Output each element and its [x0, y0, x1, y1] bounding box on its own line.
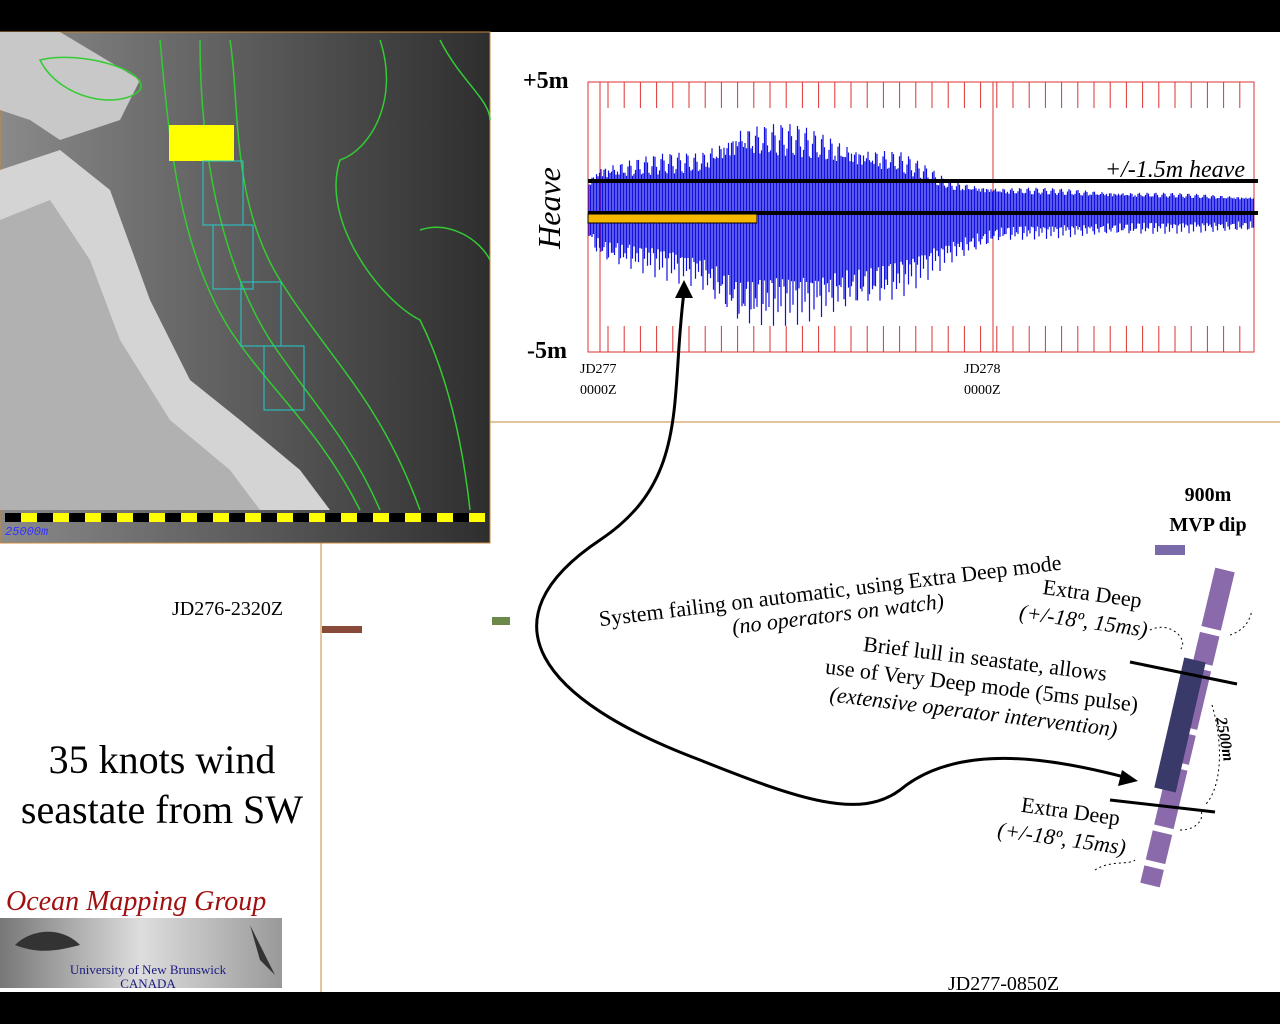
arrow [535, 291, 1129, 806]
mvp-label: MVP dip [1169, 514, 1246, 536]
annotation: Brief lull in seastate, allows use of Ve… [824, 631, 1140, 741]
boundary-line [1109, 798, 1216, 814]
time-label: JD276-2320Z [172, 598, 283, 620]
scale-segment [437, 513, 453, 522]
scale-segment [21, 513, 37, 522]
scale-segment [261, 513, 277, 522]
scale-segment [277, 513, 293, 522]
mvp-label: 900m [1185, 484, 1232, 506]
scale-label: 25000m [5, 525, 48, 539]
logo-shape [250, 925, 275, 975]
contour [38, 56, 142, 101]
scale-segment [37, 513, 53, 522]
boundary-line [1129, 660, 1238, 686]
dotted-outline [1094, 609, 1253, 871]
scale-segment [197, 513, 213, 522]
survey-box [240, 281, 282, 347]
period-bar [587, 213, 758, 224]
y-max-label: +5m [523, 68, 569, 94]
scale-segment [85, 513, 101, 522]
scale-segment [389, 513, 405, 522]
swath-strip [1155, 545, 1185, 555]
scale-segment [453, 513, 469, 522]
scale-segment [213, 513, 229, 522]
logo-text: University of New Brunswick [70, 962, 227, 977]
scale-segment [341, 513, 357, 522]
scale-segment [165, 513, 181, 522]
wind-label: seastate from SW [21, 787, 303, 832]
survey-box [263, 345, 305, 411]
scale-bar [5, 513, 485, 522]
land [0, 32, 140, 140]
scale-segment [309, 513, 325, 522]
x-tick-label: 0000Z [580, 383, 617, 398]
survey-box [212, 224, 254, 290]
logo-image [0, 918, 282, 988]
scale-segment [69, 513, 85, 522]
annotation: System failing on automatic, using Extra… [597, 550, 1062, 639]
scale-segment [293, 513, 309, 522]
scale-segment [357, 513, 373, 522]
threshold-label: +/-1.5m heave [1105, 157, 1245, 183]
swath-strip [1154, 657, 1206, 793]
scale-segment [53, 513, 69, 522]
logo-text: CANADA [120, 976, 176, 991]
scale-segment [5, 513, 21, 522]
x-tick-label: JD277 [580, 362, 617, 377]
tick-marks [607, 82, 1241, 352]
contour [419, 39, 491, 261]
map: 25000m [0, 31, 491, 544]
logo-title: Ocean Mapping Group [6, 886, 266, 917]
scale-segment [117, 513, 133, 522]
scale-segment [245, 513, 261, 522]
scale-segment [229, 513, 245, 522]
scale-segment [373, 513, 389, 522]
relief [0, 200, 260, 510]
distance-label: 2500m [1212, 715, 1237, 763]
scale-segment [133, 513, 149, 522]
annotation: Extra Deep (+/-18º, 15ms) [1018, 574, 1149, 642]
y-axis-label: Heave [531, 167, 567, 250]
top-bar [0, 0, 1280, 32]
arrow-head [1118, 770, 1138, 786]
survey-box [169, 125, 234, 161]
logo-shape [15, 931, 80, 951]
scale-segment [181, 513, 197, 522]
scale-segment [469, 513, 485, 522]
track-segment [322, 626, 362, 633]
y-min-label: -5m [527, 338, 567, 364]
x-tick-label: JD278 [964, 362, 1001, 377]
bottom-bar [0, 992, 1280, 1024]
arrow-head [675, 280, 693, 298]
scale-segment [405, 513, 421, 522]
x-tick-label: 0000Z [964, 383, 1001, 398]
track-segment [492, 617, 510, 625]
contour [229, 39, 421, 511]
scale-segment [101, 513, 117, 522]
wind-label: 35 knots wind [49, 737, 276, 782]
scale-segment [325, 513, 341, 522]
scale-segment [149, 513, 165, 522]
time-label: JD277-0850Z [948, 973, 1059, 995]
contour [335, 39, 471, 511]
heave-plot: +5m -5m Heave +/-1.5m heave JD277 0000Z … [523, 68, 1258, 398]
logo: Ocean Mapping Group University of New Br… [0, 886, 282, 991]
scale-segment [421, 513, 437, 522]
